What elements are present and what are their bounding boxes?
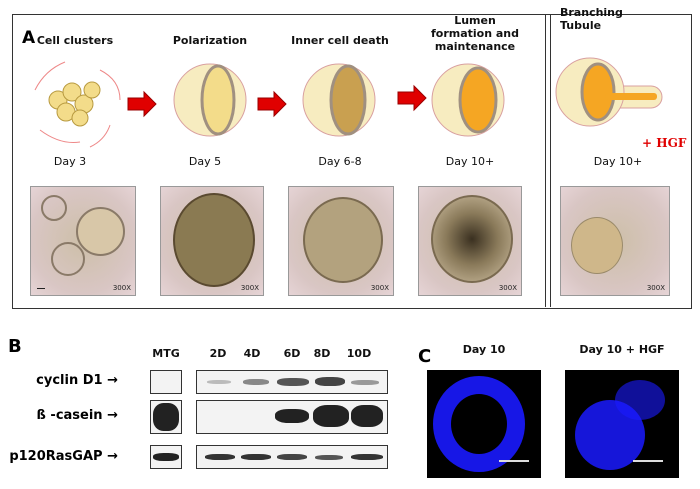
arrow-icon: → xyxy=(107,449,118,464)
lane-label: 10D xyxy=(346,347,372,360)
stage-title: Lumen formation and maintenance xyxy=(430,14,520,53)
blot-mtg-casein xyxy=(150,400,182,434)
panel-a-frame xyxy=(12,14,692,309)
panel-a-divider xyxy=(545,14,551,307)
stage-illustrations xyxy=(34,57,663,148)
lane-label: 2D xyxy=(209,347,227,360)
fluorescence-day-10 xyxy=(427,370,541,478)
blot-beta-casein xyxy=(196,400,388,434)
panel-c-label: C xyxy=(418,346,432,367)
stage-title: Inner cell death xyxy=(291,34,389,47)
blot-mtg-cyclin xyxy=(150,370,182,394)
micrograph-day-3: 300X xyxy=(30,186,136,296)
scale-bar xyxy=(499,460,529,462)
image-title: Day 10 xyxy=(462,343,506,356)
protein-label: ß -casein → xyxy=(36,408,118,423)
magnification-label: 300X xyxy=(498,284,517,292)
lumen-illustration xyxy=(431,63,505,137)
stage-title: Branching Tubule xyxy=(560,6,623,32)
right-arrow-icon xyxy=(397,84,427,112)
hgf-treatment-label: + HGF xyxy=(642,136,687,150)
magnification-label: 300X xyxy=(646,284,665,292)
panel-a-label: A xyxy=(22,28,36,48)
blot-mtg-p120 xyxy=(150,445,182,469)
micrograph-day-10: 300X xyxy=(418,186,522,296)
lane-label: 4D xyxy=(243,347,261,360)
micrograph-day-5: 300X xyxy=(160,186,264,296)
blot-cyclin-d1 xyxy=(196,370,388,394)
fluorescence-day-10-hgf xyxy=(565,370,679,478)
protein-label: p120RasGAP → xyxy=(9,449,118,464)
arrow-icons xyxy=(127,84,427,118)
stage-day: Day 10+ xyxy=(445,155,495,168)
magnification-label: 300X xyxy=(240,284,259,292)
protein-label: cyclin D1 → xyxy=(36,373,118,388)
right-arrow-icon xyxy=(257,90,287,118)
blot-p120rasgap xyxy=(196,445,388,469)
stage-day: Day 10+ xyxy=(593,155,643,168)
right-arrow-icon xyxy=(127,90,157,118)
branching-tubule-illustration xyxy=(555,57,663,127)
stage-day: Day 5 xyxy=(188,155,222,168)
lane-label-mtg: MTG xyxy=(152,347,180,360)
micrograph-day-6-8: 300X xyxy=(288,186,394,296)
cell-cluster-illustration xyxy=(34,61,121,148)
arrow-icon: → xyxy=(107,373,118,388)
stage-day: Day 6-8 xyxy=(318,155,362,168)
stage-day: Day 3 xyxy=(53,155,87,168)
magnification-label: 300X xyxy=(370,284,389,292)
magnification-label: 300X xyxy=(112,284,131,292)
panel-b-label: B xyxy=(8,336,22,357)
image-title: Day 10 + HGF xyxy=(579,343,665,356)
stage-title: Polarization xyxy=(172,34,248,47)
inner-cell-death-illustration xyxy=(302,63,376,137)
arrow-icon: → xyxy=(107,408,118,423)
lane-label: 6D xyxy=(283,347,301,360)
scale-bar xyxy=(633,460,663,462)
micrograph-branching: 300X xyxy=(560,186,670,296)
polarization-illustration xyxy=(173,63,247,137)
lane-label: 8D xyxy=(313,347,331,360)
stage-title: Cell clusters xyxy=(36,34,114,47)
